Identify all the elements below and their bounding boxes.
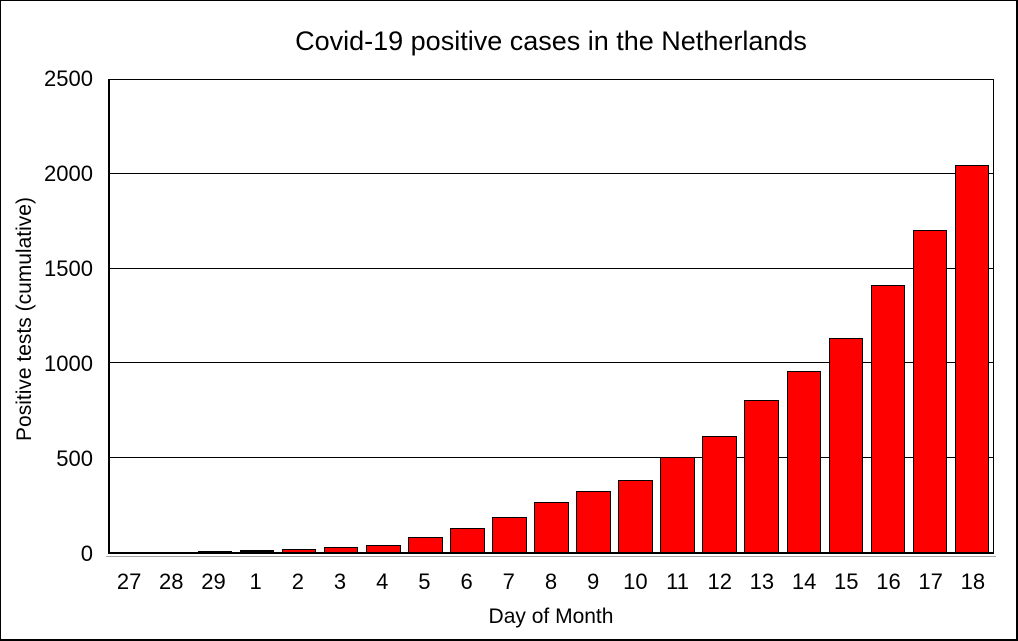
bar [408, 536, 443, 552]
bar [744, 400, 779, 552]
x-tick-label: 8 [544, 569, 558, 594]
bar [281, 548, 317, 552]
bar [660, 457, 695, 552]
bar [450, 527, 485, 552]
bar-slot [488, 80, 530, 552]
x-axis-tick-labels: 27 28 29 1 2 3 4 5 6 7 8 9 10 11 12 13 14 15 16 17 18 [108, 570, 994, 594]
bar-slot [362, 80, 404, 552]
bar [324, 547, 359, 552]
bars-row [110, 80, 993, 552]
bar [492, 516, 527, 552]
x-tick-label: 1 [249, 569, 262, 594]
bar-slot [278, 80, 320, 552]
x-tick-label: 14 [791, 569, 817, 594]
bar-slot [783, 80, 825, 552]
y-tick-label: 1500 [44, 256, 93, 281]
bar-slot [236, 80, 278, 552]
x-tick-label: 6 [460, 569, 473, 594]
bar-slot [194, 80, 236, 552]
gridline [110, 173, 993, 175]
y-tick-label: 0 [80, 541, 93, 566]
x-tick-label: 29 [201, 569, 226, 594]
x-axis-title: Day of Month [488, 605, 614, 628]
bar [870, 285, 906, 552]
bar-slot [446, 80, 488, 552]
x-tick-label: 15 [834, 569, 859, 594]
gridline [110, 267, 993, 269]
gridline [110, 362, 993, 364]
x-tick-label: 9 [587, 569, 600, 594]
bar-slot [320, 80, 362, 552]
bar-slot [951, 80, 993, 552]
x-tick-label: 7 [502, 569, 515, 594]
x-tick-label: 2 [291, 569, 304, 594]
y-tick-label: 1000 [44, 351, 93, 376]
bar-slot [741, 80, 783, 552]
x-tick-label: 5 [418, 569, 431, 594]
y-tick-label: 2000 [44, 161, 93, 186]
x-tick-label: 16 [876, 569, 901, 594]
x-tick-label: 18 [960, 569, 986, 594]
bar [912, 230, 948, 552]
chart-title: Covid-19 positive cases in the Netherlan… [295, 26, 807, 56]
plot-area [108, 79, 994, 554]
bar [618, 479, 653, 552]
bar [828, 337, 864, 552]
bar-slot [825, 80, 867, 552]
bar-slot [867, 80, 909, 552]
bar-slot [699, 80, 741, 552]
x-tick-label: 3 [333, 569, 347, 594]
bar [239, 550, 275, 552]
x-tick-label: 10 [623, 569, 648, 594]
bar-slot [615, 80, 657, 552]
bar-slot [573, 80, 615, 552]
bar [786, 370, 821, 552]
bar [954, 164, 990, 552]
x-tick-label: 17 [918, 569, 943, 594]
x-tick-label: 28 [159, 569, 184, 594]
y-tick-label: 500 [56, 446, 93, 471]
x-axis-shadow-line [106, 556, 996, 557]
x-tick-label: 12 [707, 569, 732, 594]
x-tick-label: 11 [666, 569, 689, 594]
bar-slot [404, 80, 446, 552]
bar-slot [152, 80, 194, 552]
gridline [110, 456, 993, 458]
x-tick-label: 27 [116, 569, 142, 594]
x-tick-label: 13 [749, 569, 775, 594]
y-tick-label: 2500 [44, 66, 93, 91]
gridlines [110, 80, 993, 552]
bar [366, 544, 401, 552]
bar [197, 550, 233, 552]
bar-slot [909, 80, 951, 552]
x-tick-label: 4 [376, 569, 389, 594]
bar-slot [657, 80, 699, 552]
y-axis-title: Positive tests (cumulative) [13, 197, 36, 441]
bar [576, 491, 611, 552]
bar [534, 501, 569, 552]
bar-slot [530, 80, 572, 552]
bar [702, 436, 737, 552]
bar-slot [110, 80, 152, 552]
